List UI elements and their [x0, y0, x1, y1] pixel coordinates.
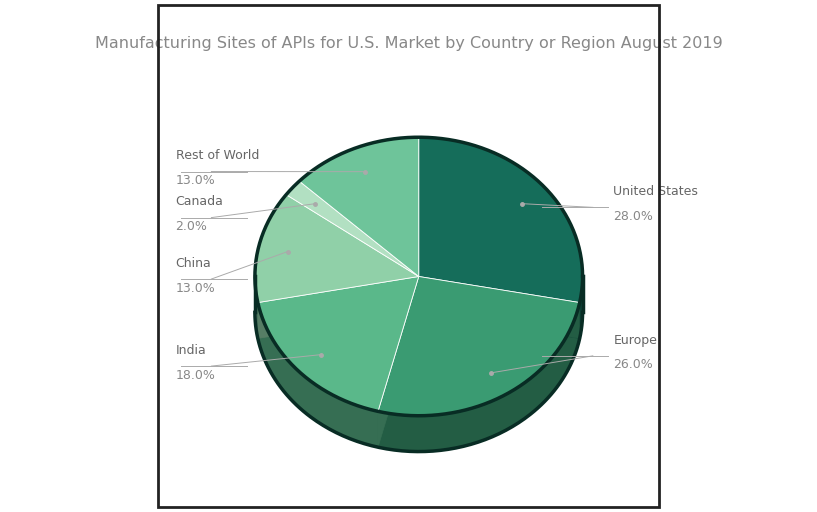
Polygon shape — [255, 274, 258, 338]
Polygon shape — [255, 276, 583, 452]
Polygon shape — [419, 276, 580, 338]
Text: 28.0%: 28.0% — [614, 210, 653, 223]
Polygon shape — [286, 181, 419, 276]
Polygon shape — [258, 276, 419, 338]
Polygon shape — [258, 303, 378, 447]
Polygon shape — [378, 276, 419, 447]
Polygon shape — [258, 276, 419, 338]
Polygon shape — [258, 276, 419, 411]
Text: India: India — [176, 344, 206, 357]
Text: 13.0%: 13.0% — [176, 282, 216, 294]
Polygon shape — [419, 276, 580, 338]
Polygon shape — [580, 278, 583, 338]
Text: Manufacturing Sites of APIs for U.S. Market by Country or Region August 2019: Manufacturing Sites of APIs for U.S. Mar… — [95, 36, 722, 51]
Text: Rest of World: Rest of World — [176, 150, 259, 162]
Text: 2.0%: 2.0% — [176, 220, 208, 233]
Polygon shape — [378, 276, 580, 416]
Polygon shape — [378, 276, 419, 447]
Polygon shape — [419, 137, 583, 303]
Text: United States: United States — [614, 185, 699, 198]
Text: 13.0%: 13.0% — [176, 174, 216, 187]
Text: 26.0%: 26.0% — [614, 358, 653, 371]
Text: 18.0%: 18.0% — [176, 369, 216, 381]
Text: China: China — [176, 257, 212, 270]
Polygon shape — [378, 303, 580, 452]
Text: Europe: Europe — [614, 334, 657, 347]
Polygon shape — [299, 137, 419, 276]
Polygon shape — [255, 195, 419, 303]
Text: Canada: Canada — [176, 196, 223, 208]
